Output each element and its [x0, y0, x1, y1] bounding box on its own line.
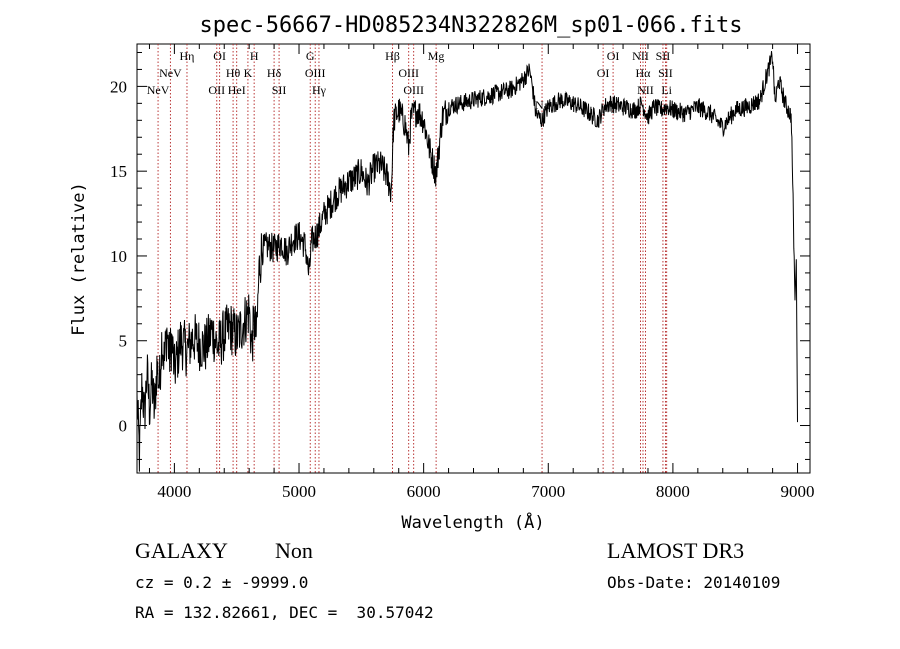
line-marker-label: Hδ	[267, 66, 282, 80]
ra-dec-coordinates: RA = 132.82661, DEC = 30.57042	[135, 603, 434, 622]
y-axis-ticks: 0 5 10 15 20	[110, 51, 810, 460]
x-tick-label: 7000	[531, 482, 565, 501]
object-class: GALAXY	[135, 538, 228, 563]
line-marker-label: SII	[658, 66, 673, 80]
line-marker-label: OIII	[398, 66, 419, 80]
y-tick-label: 5	[119, 332, 128, 351]
line-marker-label: OI	[213, 49, 226, 63]
line-marker-label: OI	[597, 66, 610, 80]
line-marker-label: Li	[661, 83, 672, 97]
x-axis-ticks: 4000 5000 6000 7000 8000 9000	[148, 44, 815, 501]
line-marker-label: SII	[272, 83, 287, 97]
y-tick-label: 15	[110, 162, 127, 181]
line-marker-label: Hγ	[312, 83, 327, 97]
line-marker-label: Hα	[636, 66, 652, 80]
x-tick-label: 9000	[781, 482, 815, 501]
line-marker-label: OII	[208, 83, 225, 97]
survey-name: LAMOST DR3	[607, 538, 745, 563]
line-marker-label: Hθ	[226, 66, 241, 80]
chart-title: spec-56667-HD085234N322826M_sp01-066.fit…	[199, 13, 742, 38]
line-marker-label: OIII	[403, 83, 424, 97]
line-marker-label: NeV	[147, 83, 170, 97]
line-marker-label: OI	[607, 49, 620, 63]
x-tick-label: 4000	[157, 482, 191, 501]
x-tick-label: 8000	[656, 482, 690, 501]
line-marker-label: G	[306, 49, 315, 63]
object-subclass: Non	[275, 538, 313, 563]
y-tick-label: 10	[110, 247, 127, 266]
line-marker-label: NeV	[159, 66, 182, 80]
line-marker-label: H	[250, 49, 259, 63]
x-tick-label: 6000	[407, 482, 441, 501]
redshift-cz: cz = 0.2 ± -9999.0	[135, 573, 309, 592]
line-marker-label: SII	[656, 49, 671, 63]
line-marker-label: OIII	[305, 66, 326, 80]
line-marker-label: Hη	[179, 49, 194, 63]
x-axis-label: Wavelength (Å)	[401, 511, 544, 533]
x-tick-label: 5000	[282, 482, 316, 501]
emission-line-labels: NeV NeV OII OI Hη Hθ HeI KH Hδ SII G OIII Hγ Hβ OIII OI…	[147, 49, 673, 112]
line-marker-label: HeI	[228, 83, 246, 97]
spectrum-line	[136, 51, 798, 472]
y-tick-label: 20	[110, 77, 127, 96]
emission-line-markers	[157, 44, 668, 473]
y-axis-label: Flux (relative)	[69, 182, 89, 336]
line-marker-label: Mg	[428, 49, 445, 63]
observation-date: Obs-Date: 20140109	[607, 573, 781, 592]
line-marker-label: K	[244, 66, 253, 80]
y-tick-label: 0	[119, 417, 128, 436]
line-marker-label: Hβ	[385, 49, 400, 63]
line-marker-label: NII	[632, 49, 649, 63]
line-marker-label: NII	[637, 83, 654, 97]
